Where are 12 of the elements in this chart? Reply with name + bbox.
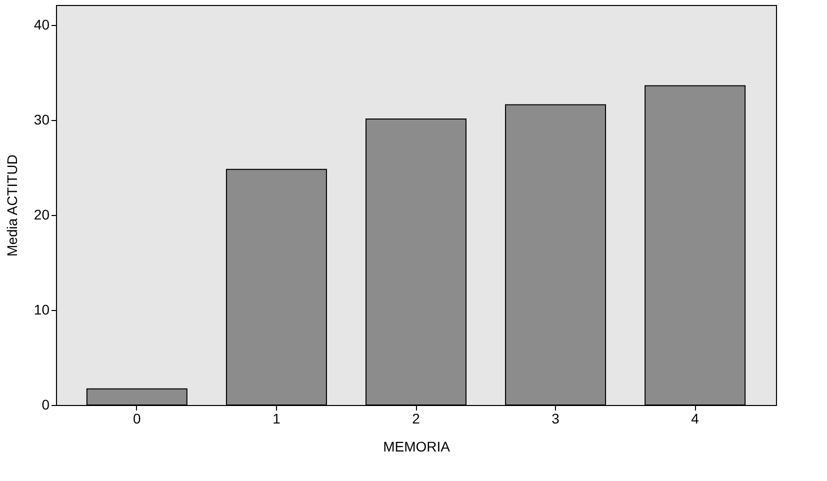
x-tick-label: 4 — [691, 410, 700, 426]
y-tick-label: 20 — [34, 206, 50, 222]
x-tick-label: 1 — [272, 410, 281, 426]
x-axis-title: MEMORIA — [383, 438, 451, 454]
x-tick-label: 0 — [133, 410, 142, 426]
x-tick-label: 3 — [552, 410, 560, 426]
y-tick-label: 30 — [34, 111, 50, 128]
y-tick-label: 40 — [34, 16, 50, 32]
y-tick-label: 10 — [34, 301, 50, 318]
y-axis-title: Media ACTITUD — [4, 154, 20, 256]
x-tick-label: 2 — [412, 410, 420, 426]
y-tick-label: 0 — [42, 396, 50, 412]
